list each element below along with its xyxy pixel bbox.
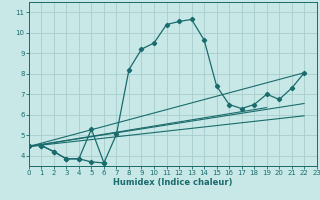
X-axis label: Humidex (Indice chaleur): Humidex (Indice chaleur)	[113, 178, 233, 187]
